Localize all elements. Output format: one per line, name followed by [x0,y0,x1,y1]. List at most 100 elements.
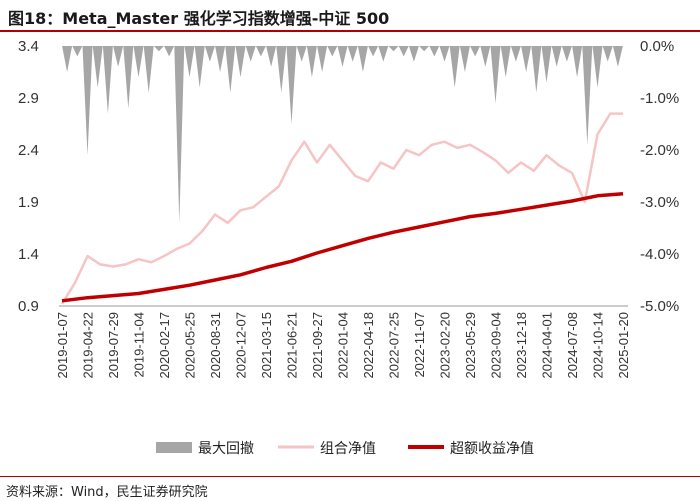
drawdown-bar [62,46,73,72]
legend-label-portfolio: 组合净值 [320,441,376,457]
drawdown-bar [276,46,287,93]
drawdown-bar [470,46,481,57]
y-right-tick-label: -5.0% [640,298,679,315]
drawdown-bar [419,46,430,52]
y-left-tick-label: 3.4 [18,38,39,55]
y-left-tick-label: 2.9 [18,90,39,107]
x-tick-label: 2023-05-29 [463,312,478,379]
drawdown-bar [347,46,358,62]
drawdown-bar [388,46,399,52]
x-tick-label: 2021-06-21 [285,312,300,379]
drawdown-bar [317,46,328,72]
drawdown-bar [306,46,317,78]
drawdown-bar [286,46,297,124]
x-tick-label: 2020-02-17 [157,312,172,379]
drawdown-bar [72,46,83,57]
drawdown-bar [398,46,409,57]
x-tick-label: 2024-04-01 [540,312,555,379]
drawdown-bar [602,46,613,62]
y-right-tick-label: -2.0% [640,142,679,159]
x-tick-label: 2021-03-15 [259,312,274,379]
x-tick-label: 2024-07-08 [565,312,580,379]
excess-return-nav-line [61,191,624,303]
y-right-tick-label: -3.0% [640,194,679,211]
legend-swatch-drawdown [156,442,192,453]
drawdown-bar [113,46,124,67]
x-axis-ticks: 2019-01-07 2019-04-22 2019-07-29 2019-11-04… [55,312,631,379]
drawdown-bar [572,46,583,78]
x-tick-label: 2019-11-04 [132,312,147,378]
x-tick-label: 2021-09-27 [310,312,325,379]
drawdown-bar [143,46,154,93]
drawdown-bar [164,46,175,57]
y-axis-left: 3.4 2.9 2.4 1.9 1.4 0.9 [18,38,39,315]
drawdown-bar [521,46,532,72]
y-right-tick-label: -4.0% [640,246,679,263]
drawdown-bar [133,46,144,78]
drawdown-bar [408,46,419,62]
drawdown-bar [296,46,307,62]
drawdown-bar [490,46,501,104]
drawdown-bar [153,46,164,52]
drawdown-bar [541,46,552,83]
x-tick-label: 2023-09-04 [489,312,504,379]
drawdown-bar [225,46,236,93]
footer-divider [0,476,700,477]
y-left-tick-label: 2.4 [18,142,39,159]
drawdown-bar [327,46,338,57]
drawdown-bar [480,46,491,67]
drawdown-bar [439,46,450,62]
drawdown-bar [357,46,368,72]
drawdown-bar [612,46,623,67]
drawdown-bar [582,46,593,145]
drawdown-bar [204,46,215,62]
x-tick-label: 2022-07-25 [387,312,402,379]
drawdown-bar [449,46,460,88]
x-tick-label: 2023-12-18 [514,312,529,379]
legend-label-drawdown: 最大回撤 [198,441,254,457]
drawdown-bar [235,46,246,78]
drawdown-bar [368,46,379,57]
chart-canvas: 3.4 2.9 2.4 1.9 1.4 0.9 0.0% -1.0% -2.0% -3.0% -4… [18,38,679,457]
drawdown-bar [592,46,603,88]
drawdown-bar [266,46,277,67]
drawdown-bar [510,46,521,62]
x-tick-label: 2019-01-07 [55,312,70,379]
drawdown-bars [62,46,623,223]
drawdown-bar [123,46,134,109]
x-tick-label: 2020-12-07 [234,312,249,379]
x-tick-label: 2022-01-04 [336,312,351,379]
x-tick-label: 2020-05-25 [183,312,198,379]
x-tick-label: 2020-08-31 [208,312,223,379]
drawdown-bar [378,46,389,62]
drawdown-bar [551,46,562,67]
x-tick-label: 2019-07-29 [106,312,121,379]
source-note: 资料来源：Wind，民生证券研究院 [6,485,208,500]
drawdown-bar [245,46,256,62]
drawdown-bar [255,46,266,57]
drawdown-bar [82,46,93,156]
x-tick-label: 2022-11-07 [412,312,427,378]
x-tick-label: 2022-04-18 [361,312,376,379]
legend-label-excess: 超额收益净值 [450,441,534,457]
x-tick-label: 2023-02-20 [438,312,453,379]
drawdown-bar [459,46,470,72]
drawdown-bar [194,46,205,88]
drawdown-bar [215,46,226,72]
legend: 最大回撤 组合净值 超额收益净值 [156,441,534,457]
chart-title: 图18：Meta_Master 强化学习指数增强-中证 500 [8,9,390,28]
drawdown-bar [337,46,348,67]
x-tick-label: 2019-04-22 [81,312,96,379]
y-right-tick-label: 0.0% [640,38,674,55]
y-axis-right: 0.0% -1.0% -2.0% -3.0% -4.0% -5.0% [640,38,679,315]
x-tick-label: 2024-10-14 [591,312,606,379]
drawdown-bar [102,46,113,114]
drawdown-bar [174,46,185,223]
portfolio-nav-line [60,112,623,305]
x-tick-label: 2025-01-20 [616,312,631,379]
y-left-tick-label: 0.9 [18,298,39,315]
drawdown-bar [500,46,511,78]
y-right-tick-label: -1.0% [640,90,679,107]
drawdown-bar [92,46,103,88]
title-divider [0,30,700,32]
